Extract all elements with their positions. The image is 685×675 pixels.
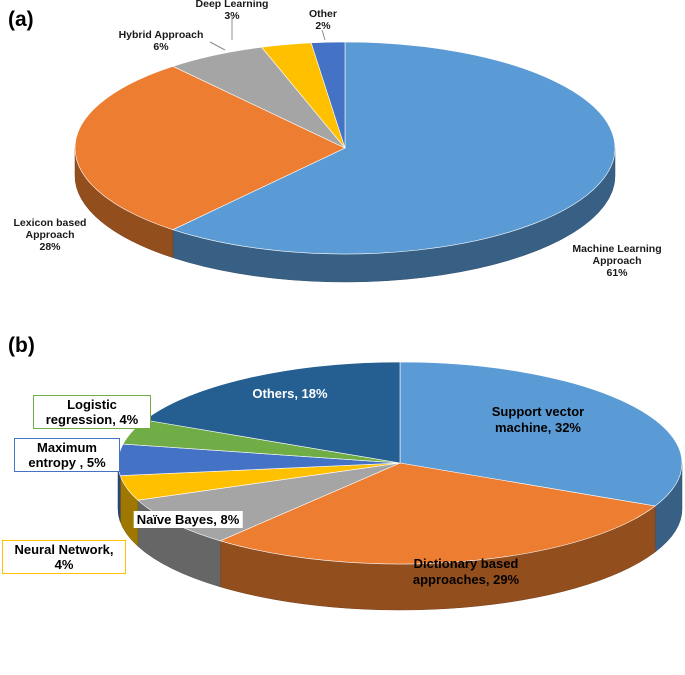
pie-a-slice-machine-learning-approach [172, 41, 616, 255]
leader-line-other [321, 29, 326, 41]
pie-b-slice-dictionary-based-approaches [219, 462, 656, 565]
naive-bayes-label-box [133, 511, 243, 528]
pie-a-slice-lexicon-based-approach [74, 66, 346, 230]
pie-a-label-machine-learning-approach: Machine Learning Approach 61% [572, 243, 661, 279]
pie-b-slice-others [144, 361, 401, 464]
pie-b-label-logistic-regression: Logistic regression, 4% [33, 395, 151, 429]
pie-a-label-hybrid-approach: Hybrid Approach 6% [119, 29, 204, 53]
pie-b-label-neural-network: Neural Network, 4% [2, 540, 126, 574]
panel-b-label: (b) [8, 334, 35, 357]
pie-b-label-dictionary-based-approaches: Dictionary based approaches, 29% [413, 556, 520, 587]
pie-b-label-maximum-entropy: Maximum entropy , 5% [14, 438, 120, 472]
leader-line-hybrid [209, 41, 226, 51]
pie-b-label-na-ve-bayes: Naïve Bayes, 8% [137, 512, 240, 527]
pie-b-label-others: Others, 18% [252, 386, 328, 401]
pie-chart-b [117, 361, 683, 611]
pie-b-label-support-vector-machine: Support vector machine, 32% [492, 404, 584, 435]
pie-a-label-other: Other 2% [309, 8, 337, 32]
pie-b-slice-support-vector-machine [399, 361, 683, 507]
panel-a-label: (a) [8, 8, 34, 31]
pie-chart-b-labels: Support vector machine, 32% Dictionary bas… [133, 386, 584, 587]
pie-a-label-lexicon-based-approach: Lexicon based Approach 28% [14, 217, 87, 253]
pie-a-slice-other [310, 41, 346, 149]
pie-chart-a [74, 41, 616, 283]
pie-chart-a-labels: Machine Learning Approach 61% Lexicon based… [14, 0, 662, 279]
